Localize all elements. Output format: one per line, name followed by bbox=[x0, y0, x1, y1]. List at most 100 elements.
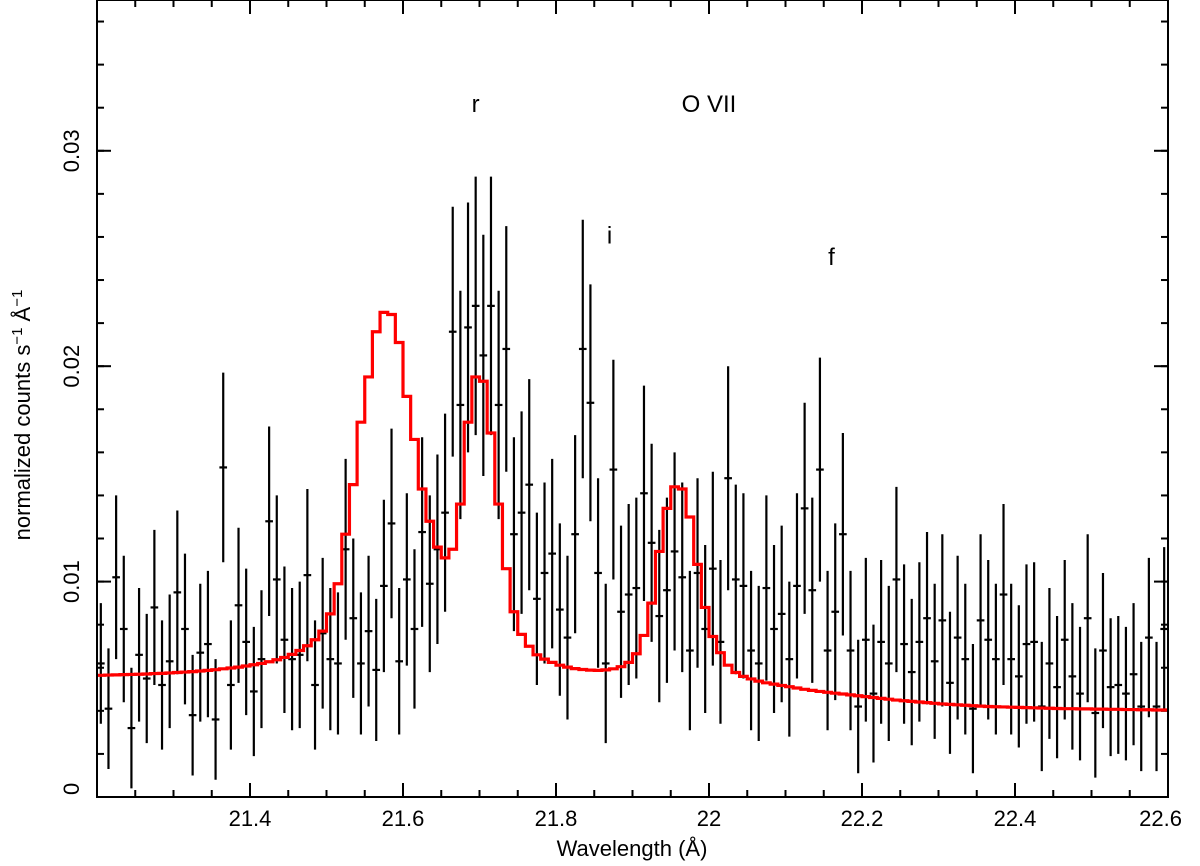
data-point bbox=[280, 566, 289, 713]
plot-frame bbox=[96, 0, 1169, 798]
data-point bbox=[724, 366, 732, 591]
data-point bbox=[709, 471, 717, 666]
data-point bbox=[1099, 572, 1107, 729]
data-point bbox=[1030, 562, 1038, 722]
data-point bbox=[150, 529, 159, 685]
data-point bbox=[1122, 626, 1130, 761]
data-point bbox=[303, 488, 312, 662]
data-point bbox=[777, 525, 786, 703]
model-step-line bbox=[97, 310, 1168, 712]
data-point bbox=[349, 538, 358, 698]
data-point bbox=[219, 372, 228, 563]
data-point bbox=[1137, 641, 1146, 772]
y-axis-title: normalized counts s−1 Å−1 bbox=[9, 290, 35, 541]
data-point bbox=[762, 495, 771, 681]
x-tick-labels: 21.4 21.6 21.8 22 22.2 22.4 22.6 bbox=[229, 806, 1182, 831]
data-point bbox=[846, 570, 855, 731]
data-point bbox=[663, 497, 671, 683]
data-point bbox=[372, 598, 381, 741]
data-point bbox=[425, 495, 434, 673]
x-tick-label: 22 bbox=[697, 806, 721, 831]
data-point bbox=[288, 588, 296, 731]
data-point bbox=[540, 482, 549, 664]
data-point bbox=[127, 667, 136, 789]
data-point bbox=[670, 452, 679, 651]
y-tick-label: 0.02 bbox=[59, 345, 84, 388]
y-tick-labels: 0 0.01 0.02 0.03 bbox=[59, 129, 84, 795]
y-tick-label: 0 bbox=[59, 783, 84, 795]
data-point bbox=[158, 620, 166, 750]
data-point bbox=[410, 549, 419, 709]
data-point bbox=[594, 478, 602, 668]
data-point bbox=[494, 290, 503, 520]
data-point bbox=[441, 413, 449, 612]
data-point bbox=[548, 458, 556, 649]
major-ticks bbox=[97, 0, 1169, 798]
data-point bbox=[601, 583, 610, 744]
data-point bbox=[1053, 616, 1061, 759]
data-point bbox=[173, 510, 182, 675]
data-point bbox=[1060, 560, 1069, 720]
data-point bbox=[456, 290, 465, 520]
data-point bbox=[563, 555, 572, 720]
y-axis-title-sup-2: −1 bbox=[9, 290, 26, 307]
data-point bbox=[586, 284, 595, 522]
data-point bbox=[1045, 588, 1054, 739]
data-point bbox=[135, 588, 143, 722]
data-point bbox=[823, 570, 832, 731]
data-point bbox=[188, 654, 197, 776]
y-axis-title-base: normalized counts s bbox=[10, 345, 35, 541]
data-point bbox=[678, 482, 687, 673]
data-point bbox=[334, 592, 342, 735]
data-point bbox=[800, 402, 809, 614]
data-point bbox=[1068, 603, 1077, 750]
data-point bbox=[869, 624, 878, 763]
data-point bbox=[793, 493, 801, 679]
data-point bbox=[448, 206, 457, 457]
data-point bbox=[510, 437, 518, 632]
data-point bbox=[915, 562, 924, 722]
data-point bbox=[640, 385, 648, 601]
data-point bbox=[969, 644, 977, 774]
data-point bbox=[387, 428, 396, 619]
data-point bbox=[479, 234, 488, 477]
data-point bbox=[1129, 603, 1138, 746]
data-point bbox=[364, 555, 373, 707]
data-point bbox=[464, 202, 472, 453]
data-point bbox=[961, 583, 970, 735]
data-point bbox=[624, 504, 633, 685]
data-point bbox=[112, 495, 120, 660]
data-point bbox=[976, 534, 985, 707]
data-point bbox=[984, 560, 993, 720]
line-annotations: r O VII i f bbox=[472, 91, 835, 271]
data-point bbox=[930, 583, 939, 739]
data-point bbox=[785, 581, 794, 737]
data-point bbox=[196, 583, 205, 722]
data-point bbox=[877, 560, 885, 724]
data-point bbox=[97, 603, 105, 724]
y-axis-title-sup-1: −1 bbox=[9, 328, 26, 345]
data-point bbox=[1091, 648, 1100, 778]
data-point bbox=[578, 219, 587, 479]
data-point bbox=[754, 585, 763, 741]
data-point bbox=[250, 626, 258, 757]
data-point bbox=[257, 590, 266, 729]
data-point bbox=[1015, 605, 1023, 748]
data-point bbox=[999, 504, 1008, 685]
data-point bbox=[380, 499, 388, 673]
data-point bbox=[808, 497, 817, 683]
data-point bbox=[1114, 616, 1123, 754]
data-point bbox=[227, 620, 235, 750]
data-point bbox=[900, 564, 908, 724]
data-point bbox=[617, 525, 625, 698]
data-point bbox=[609, 359, 618, 580]
x-tick-label: 21.4 bbox=[229, 806, 272, 831]
data-point bbox=[204, 570, 212, 718]
data-point bbox=[632, 497, 641, 679]
data-point bbox=[1152, 641, 1161, 772]
data-point bbox=[311, 620, 319, 750]
data-point bbox=[839, 432, 847, 636]
data-point bbox=[142, 613, 151, 744]
x-tick-label: 22.4 bbox=[994, 806, 1037, 831]
